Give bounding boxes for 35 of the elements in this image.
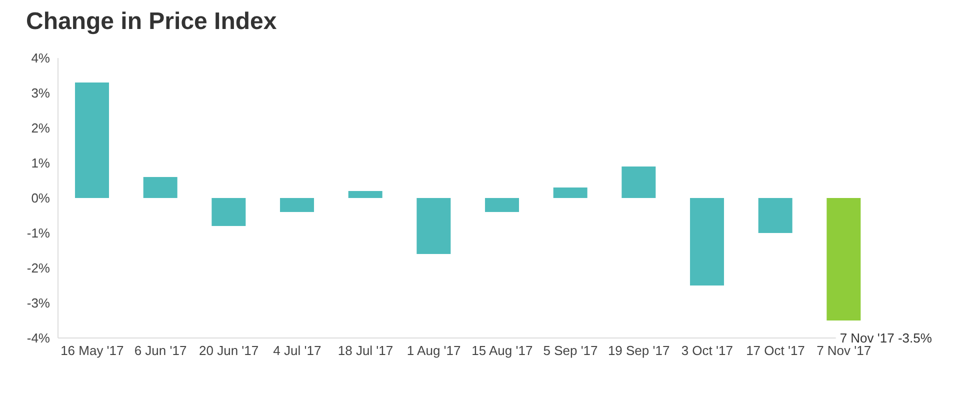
bar xyxy=(485,198,519,212)
y-tick-label: 2% xyxy=(31,120,50,136)
x-tick-label: 4 Jul '17 xyxy=(273,343,322,358)
x-tick-label: 3 Oct '17 xyxy=(681,343,733,358)
y-tick-label: -1% xyxy=(26,226,50,241)
x-tick-label: 7 Nov '17 xyxy=(816,343,872,358)
x-tick-label: 6 Jun '17 xyxy=(134,343,187,358)
y-tick-label: 0% xyxy=(31,190,50,206)
bar xyxy=(143,177,178,198)
chart-title: Change in Price Index xyxy=(26,8,278,37)
x-tick-label: 20 Jun '17 xyxy=(199,343,259,358)
y-tick-label: 3% xyxy=(31,86,50,101)
x-tick-label: 16 May '17 xyxy=(60,343,124,358)
bar xyxy=(280,198,314,212)
x-tick-label: 15 Aug '17 xyxy=(472,343,533,358)
bar xyxy=(690,198,724,286)
y-tick-label: 4% xyxy=(31,50,50,66)
bar xyxy=(75,82,109,198)
y-tick-label: 1% xyxy=(31,156,50,171)
x-tick-label: 18 Jul '17 xyxy=(338,343,394,358)
bar xyxy=(622,166,656,198)
x-tick-label: 1 Aug '17 xyxy=(406,343,461,358)
y-tick-label: -3% xyxy=(26,296,50,311)
bar xyxy=(212,198,246,226)
bar xyxy=(826,198,861,320)
bar xyxy=(758,198,792,233)
bar xyxy=(416,198,451,254)
annotation: 7 Nov '17 -3.5% xyxy=(840,330,932,346)
x-tick-label: 5 Sep '17 xyxy=(543,343,598,358)
x-tick-label: 17 Oct '17 xyxy=(746,343,805,358)
y-tick-label: -4% xyxy=(26,330,50,346)
y-tick-label: -2% xyxy=(26,260,50,276)
bar xyxy=(348,191,382,198)
bar xyxy=(553,188,588,198)
x-tick-label: 19 Sep '17 xyxy=(608,343,670,358)
